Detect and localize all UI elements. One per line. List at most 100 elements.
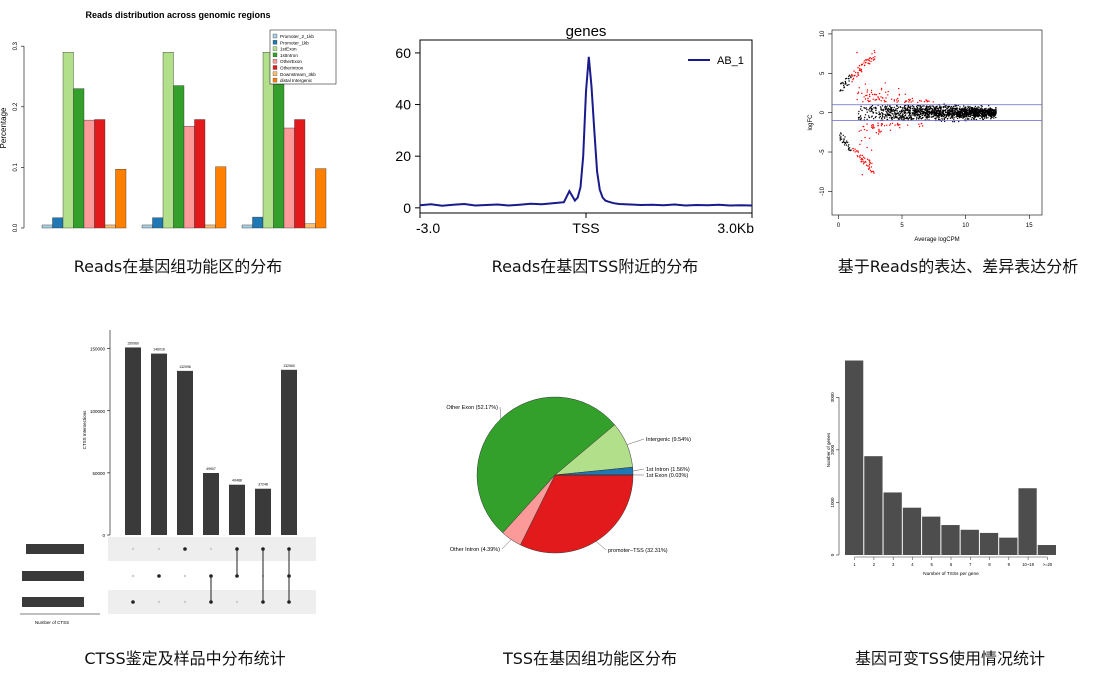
- histogram-bar: [864, 456, 883, 555]
- bar-OtherIntron: [194, 119, 206, 229]
- ma-point: [966, 116, 968, 118]
- ma-point: [880, 118, 883, 120]
- ma-point: [910, 115, 912, 117]
- ma-point: [930, 111, 932, 114]
- ma-point: [975, 107, 977, 110]
- ma-point: [860, 117, 862, 119]
- ma-point: [884, 101, 886, 103]
- ma-point: [954, 111, 957, 113]
- ma-point: [971, 114, 974, 117]
- ma-point: [993, 117, 995, 119]
- ma-point: [958, 116, 960, 118]
- ma-point: [903, 107, 906, 109]
- ma-point: [867, 97, 869, 100]
- ma-point: [926, 108, 929, 111]
- ma-point: [967, 117, 969, 120]
- ma-point: [918, 123, 920, 125]
- legend-box: [269, 29, 337, 85]
- histogram-bar: [941, 525, 960, 555]
- histogram-bar: [883, 492, 902, 555]
- ma-point: [908, 117, 910, 119]
- ma-point: [959, 106, 961, 108]
- ma-point: [973, 113, 976, 115]
- ma-point: [862, 161, 864, 163]
- ma-point: [944, 116, 947, 119]
- ma-point: [883, 117, 886, 119]
- ma-point: [911, 114, 913, 116]
- ma-point: [980, 107, 982, 109]
- legend-swatch: [272, 77, 278, 83]
- ma-point: [919, 108, 921, 110]
- ma-point: [935, 111, 937, 113]
- ma-point: [898, 112, 900, 115]
- ma-point: [901, 115, 903, 117]
- ma-point: [870, 149, 873, 151]
- ma-point: [955, 116, 957, 118]
- set-size-bar: [22, 597, 84, 607]
- ma-point: [926, 105, 928, 107]
- ma-point: [857, 74, 860, 77]
- ma-point: [880, 107, 882, 109]
- ma-point: [900, 111, 903, 113]
- ma-point: [880, 89, 883, 91]
- ma-point: [926, 110, 929, 113]
- ma-point: [880, 125, 883, 127]
- ma-point: [960, 111, 963, 114]
- ma-point: [842, 81, 844, 84]
- ma-point: [915, 114, 917, 116]
- ma-point: [894, 115, 897, 117]
- ma-point: [890, 115, 892, 117]
- ma-point: [913, 113, 915, 115]
- ma-point: [933, 114, 935, 116]
- ma-point: [953, 107, 955, 110]
- ma-point: [939, 110, 941, 112]
- ma-point: [909, 109, 911, 112]
- histogram-bar: [902, 507, 922, 555]
- bar-value-label: 49907: [206, 467, 216, 471]
- ma-point: [985, 109, 988, 112]
- ma-point: [888, 124, 891, 126]
- ma-point: [877, 133, 880, 135]
- ma-point: [909, 99, 911, 101]
- ma-point: [863, 60, 865, 62]
- histogram-bar: [960, 529, 979, 555]
- ma-point: [948, 105, 950, 108]
- x-tick-label: 0: [837, 223, 841, 229]
- ma-point: [955, 112, 958, 114]
- ma-point: [858, 110, 860, 113]
- ma-point: [884, 116, 886, 118]
- ma-point: [991, 110, 993, 112]
- ma-point: [842, 83, 844, 85]
- y-tick-label: 0.0: [13, 223, 19, 232]
- ma-point: [878, 98, 880, 100]
- set-size-axis-label: Number of CTSS: [35, 620, 69, 625]
- ma-point: [950, 109, 952, 111]
- ma-point: [856, 98, 858, 101]
- x-tick-label: 3: [892, 562, 895, 567]
- ma-point: [866, 89, 869, 91]
- ma-point: [944, 111, 947, 114]
- ma-point: [872, 112, 875, 114]
- ma-point: [917, 101, 919, 104]
- ma-point: [871, 124, 873, 127]
- ma-point: [981, 105, 983, 108]
- ma-point: [861, 174, 863, 176]
- ma-point: [985, 113, 987, 116]
- ma-point: [950, 105, 952, 108]
- ma-point: [877, 122, 879, 124]
- ma-point: [941, 113, 943, 116]
- ma-point: [863, 62, 865, 64]
- ma-point: [935, 116, 937, 118]
- ma-point: [879, 131, 881, 133]
- ma-point: [952, 105, 955, 108]
- pie-leader: [596, 541, 607, 551]
- ma-point: [897, 97, 899, 100]
- ma-point: [969, 108, 971, 110]
- ma-point: [915, 118, 918, 120]
- ma-point: [927, 100, 929, 102]
- ma-point: [874, 51, 876, 54]
- ma-point: [970, 118, 973, 121]
- ma-point: [906, 124, 909, 126]
- x-tick-label: 7: [969, 562, 972, 567]
- matrix-dot: [235, 600, 239, 604]
